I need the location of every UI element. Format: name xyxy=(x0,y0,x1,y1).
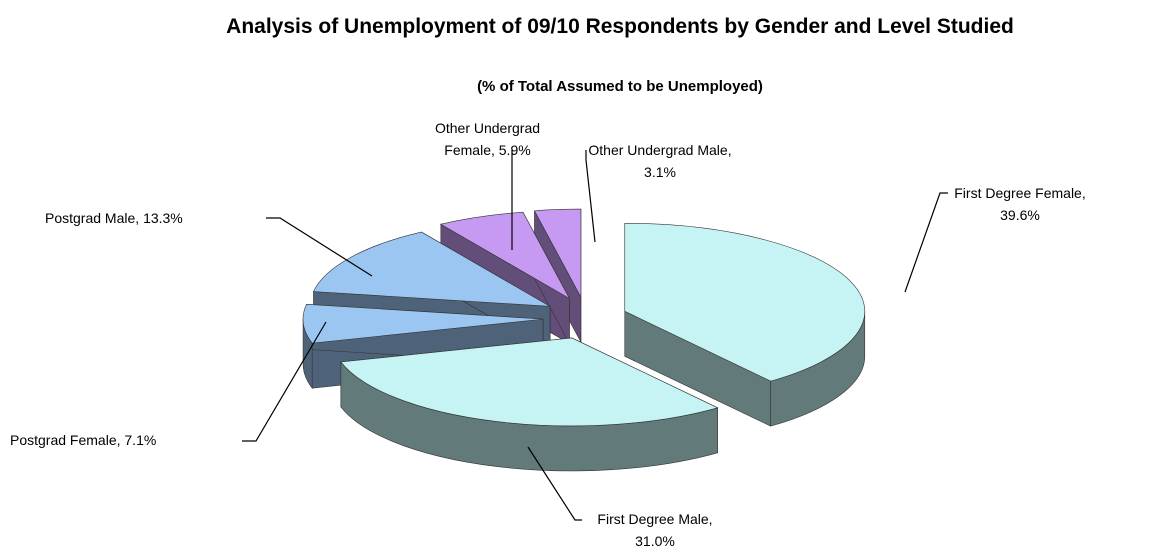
label-value: 3.1% xyxy=(644,164,676,180)
slice-top xyxy=(533,208,582,298)
leader-line xyxy=(242,321,327,442)
data-label: Postgrad Female, 7.1% xyxy=(10,429,270,451)
data-label: Other Undergrad Female, 5.9% xyxy=(425,117,550,161)
label-category: Postgrad Male, xyxy=(45,210,140,226)
label-category: Other Undergrad Female, xyxy=(434,120,541,158)
leader-line xyxy=(527,446,582,521)
data-label: First Degree Male, 31.0% xyxy=(580,508,730,547)
slice xyxy=(624,222,866,427)
leader-line xyxy=(904,192,948,293)
slice-top xyxy=(624,222,866,382)
label-category: Other Undergrad Male, xyxy=(588,142,732,158)
slice-top xyxy=(340,337,719,427)
slice-top xyxy=(302,303,544,344)
chart-title: Analysis of Unemployment of 09/10 Respon… xyxy=(226,15,1014,38)
label-value: 31.0% xyxy=(635,533,675,547)
data-label: First Degree Female, 39.6% xyxy=(945,182,1095,226)
label-value: 5.9% xyxy=(498,142,531,158)
label-category: First Degree Female, xyxy=(954,185,1086,201)
slice-top xyxy=(440,211,571,300)
label-value: 13.3% xyxy=(143,210,183,226)
label-category: Postgrad Female, xyxy=(10,432,121,448)
label-value: 7.1% xyxy=(124,432,157,448)
slice-top xyxy=(313,231,551,307)
label-category: First Degree Male, xyxy=(597,511,713,527)
leader-line xyxy=(585,150,596,243)
data-label: Postgrad Male, 13.3% xyxy=(45,207,285,229)
data-label: Other Undergrad Male, 3.1% xyxy=(585,139,735,183)
leader-line xyxy=(266,217,373,277)
slice xyxy=(340,337,719,472)
chart-subtitle: (% of Total Assumed to be Unemployed) xyxy=(477,78,763,95)
label-value: 39.6% xyxy=(1000,207,1040,223)
